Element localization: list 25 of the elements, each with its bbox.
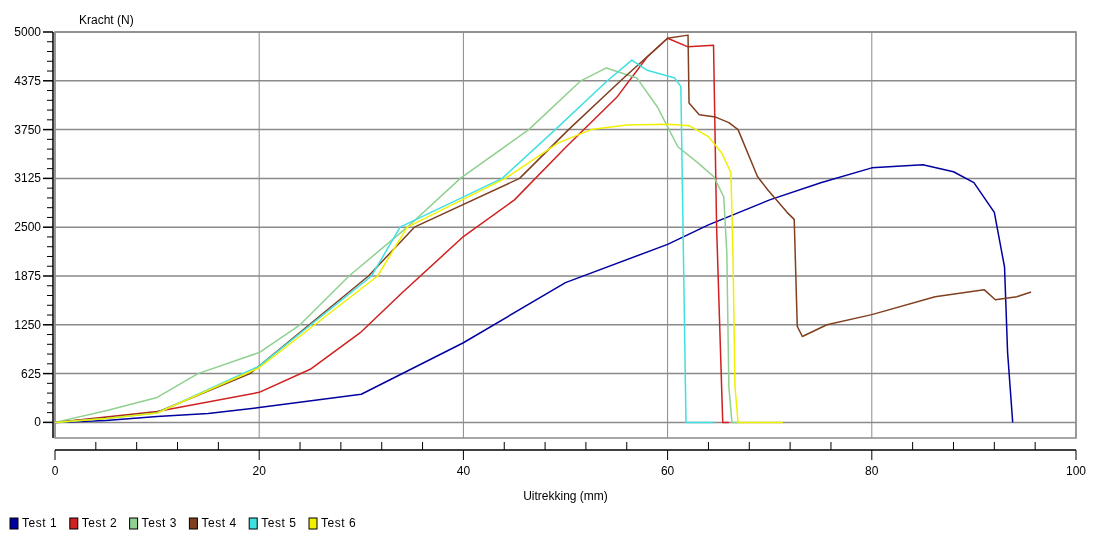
x-tick-label: 40 xyxy=(456,464,471,478)
legend-label: Test 5 xyxy=(261,516,297,530)
x-tick-label: 20 xyxy=(252,464,267,478)
y-tick-label: 5000 xyxy=(14,25,42,39)
y-axis-title: Kracht (N) xyxy=(79,13,134,27)
y-tick-label: 1250 xyxy=(14,317,42,332)
x-tick-label: 0 xyxy=(51,464,59,478)
x-tick-label: 60 xyxy=(660,464,675,478)
legend-label: Test 1 xyxy=(22,516,58,530)
y-tick-label: 3750 xyxy=(14,122,42,137)
x-axis-title: Uitrekking (mm) xyxy=(523,489,608,503)
y-tick-label: 0 xyxy=(34,415,42,430)
legend-label: Test 4 xyxy=(201,516,237,530)
x-tick-label: 100 xyxy=(1065,464,1087,478)
line-series xyxy=(54,34,1032,424)
y-tick-label: 625 xyxy=(20,366,42,381)
line-series xyxy=(54,123,784,424)
y-tick-label: 4375 xyxy=(14,73,42,88)
y-tick-label: 1875 xyxy=(14,268,42,283)
legend-label: Test 2 xyxy=(81,516,117,530)
x-tick-label: 80 xyxy=(865,464,879,478)
y-tick-label: 2500 xyxy=(14,220,42,235)
legend-label: Test 3 xyxy=(141,516,177,530)
legend-label: Test 6 xyxy=(321,516,357,530)
y-tick-label: 3125 xyxy=(14,171,42,186)
